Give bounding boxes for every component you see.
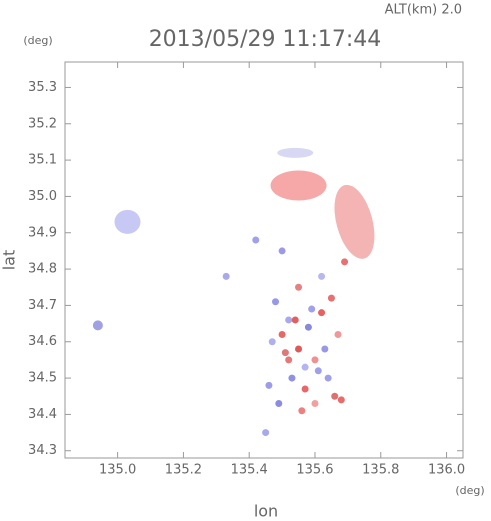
echo-region	[272, 298, 280, 306]
echo-region	[311, 400, 319, 408]
echo-region	[262, 429, 270, 437]
echo-region	[318, 272, 326, 280]
chart-subtitle: ALT(km) 2.0	[385, 3, 462, 18]
x-axis-label: lon	[254, 502, 278, 521]
echo-region	[311, 356, 319, 364]
y-tick-label: 34.5	[28, 371, 57, 386]
y-tick-label: 34.3	[28, 443, 57, 458]
y-tick-label: 35.2	[28, 116, 57, 131]
echo-region	[301, 385, 309, 393]
x-tick-label: 135.0	[99, 463, 136, 478]
echo-region	[334, 330, 342, 338]
echo-region	[314, 367, 322, 375]
echo-region	[288, 374, 296, 382]
echo-region	[295, 283, 303, 291]
echo-region	[275, 400, 283, 408]
x-tick-label: 135.8	[362, 463, 399, 478]
chart-title: 2013/05/29 11:17:44	[149, 27, 382, 52]
y-unit: (deg)	[23, 34, 52, 47]
y-tick-label: 34.4	[28, 407, 57, 422]
x-tick-label: 135.2	[165, 463, 202, 478]
plot-frame	[64, 61, 464, 459]
x-tick-label: 135.4	[231, 463, 268, 478]
echo-region	[265, 381, 273, 389]
echo-region	[324, 374, 332, 382]
y-tick-label: 34.9	[28, 225, 57, 240]
y-tick-label: 34.7	[28, 298, 57, 313]
echo-region	[334, 184, 375, 259]
echo-region	[341, 258, 349, 266]
x-tick-label: 136.0	[428, 463, 465, 478]
y-tick-label: 34.6	[28, 334, 57, 349]
echo-region	[327, 294, 335, 302]
echo-region	[304, 323, 312, 331]
echo-region	[308, 305, 316, 313]
x-unit: (deg)	[455, 484, 484, 497]
echo-region	[268, 338, 276, 346]
echo-region	[278, 247, 286, 255]
echo-region	[331, 392, 339, 400]
x-tick-label: 135.6	[296, 463, 333, 478]
echo-region	[291, 316, 299, 324]
echo-region	[92, 320, 103, 331]
y-axis-label: lat	[0, 250, 19, 271]
echo-region	[285, 316, 293, 324]
echo-region	[321, 345, 329, 353]
echo-region	[222, 272, 230, 280]
echo-region	[285, 356, 293, 364]
echo-region	[281, 349, 289, 357]
y-tick-label: 34.8	[28, 262, 57, 277]
echo-region	[301, 363, 309, 371]
y-tick-label: 35.3	[28, 80, 57, 95]
echo-region	[295, 345, 303, 353]
y-tick-label: 35.1	[28, 153, 57, 168]
echo-region	[114, 209, 141, 234]
plot-area	[92, 147, 375, 437]
echo-region	[252, 236, 260, 244]
echo-region	[270, 170, 327, 201]
y-tick-label: 35.0	[28, 189, 57, 204]
echo-region	[337, 396, 345, 404]
echo-region	[277, 147, 314, 158]
echo-region	[318, 309, 326, 317]
echo-region	[278, 330, 286, 338]
echo-region	[298, 407, 306, 415]
